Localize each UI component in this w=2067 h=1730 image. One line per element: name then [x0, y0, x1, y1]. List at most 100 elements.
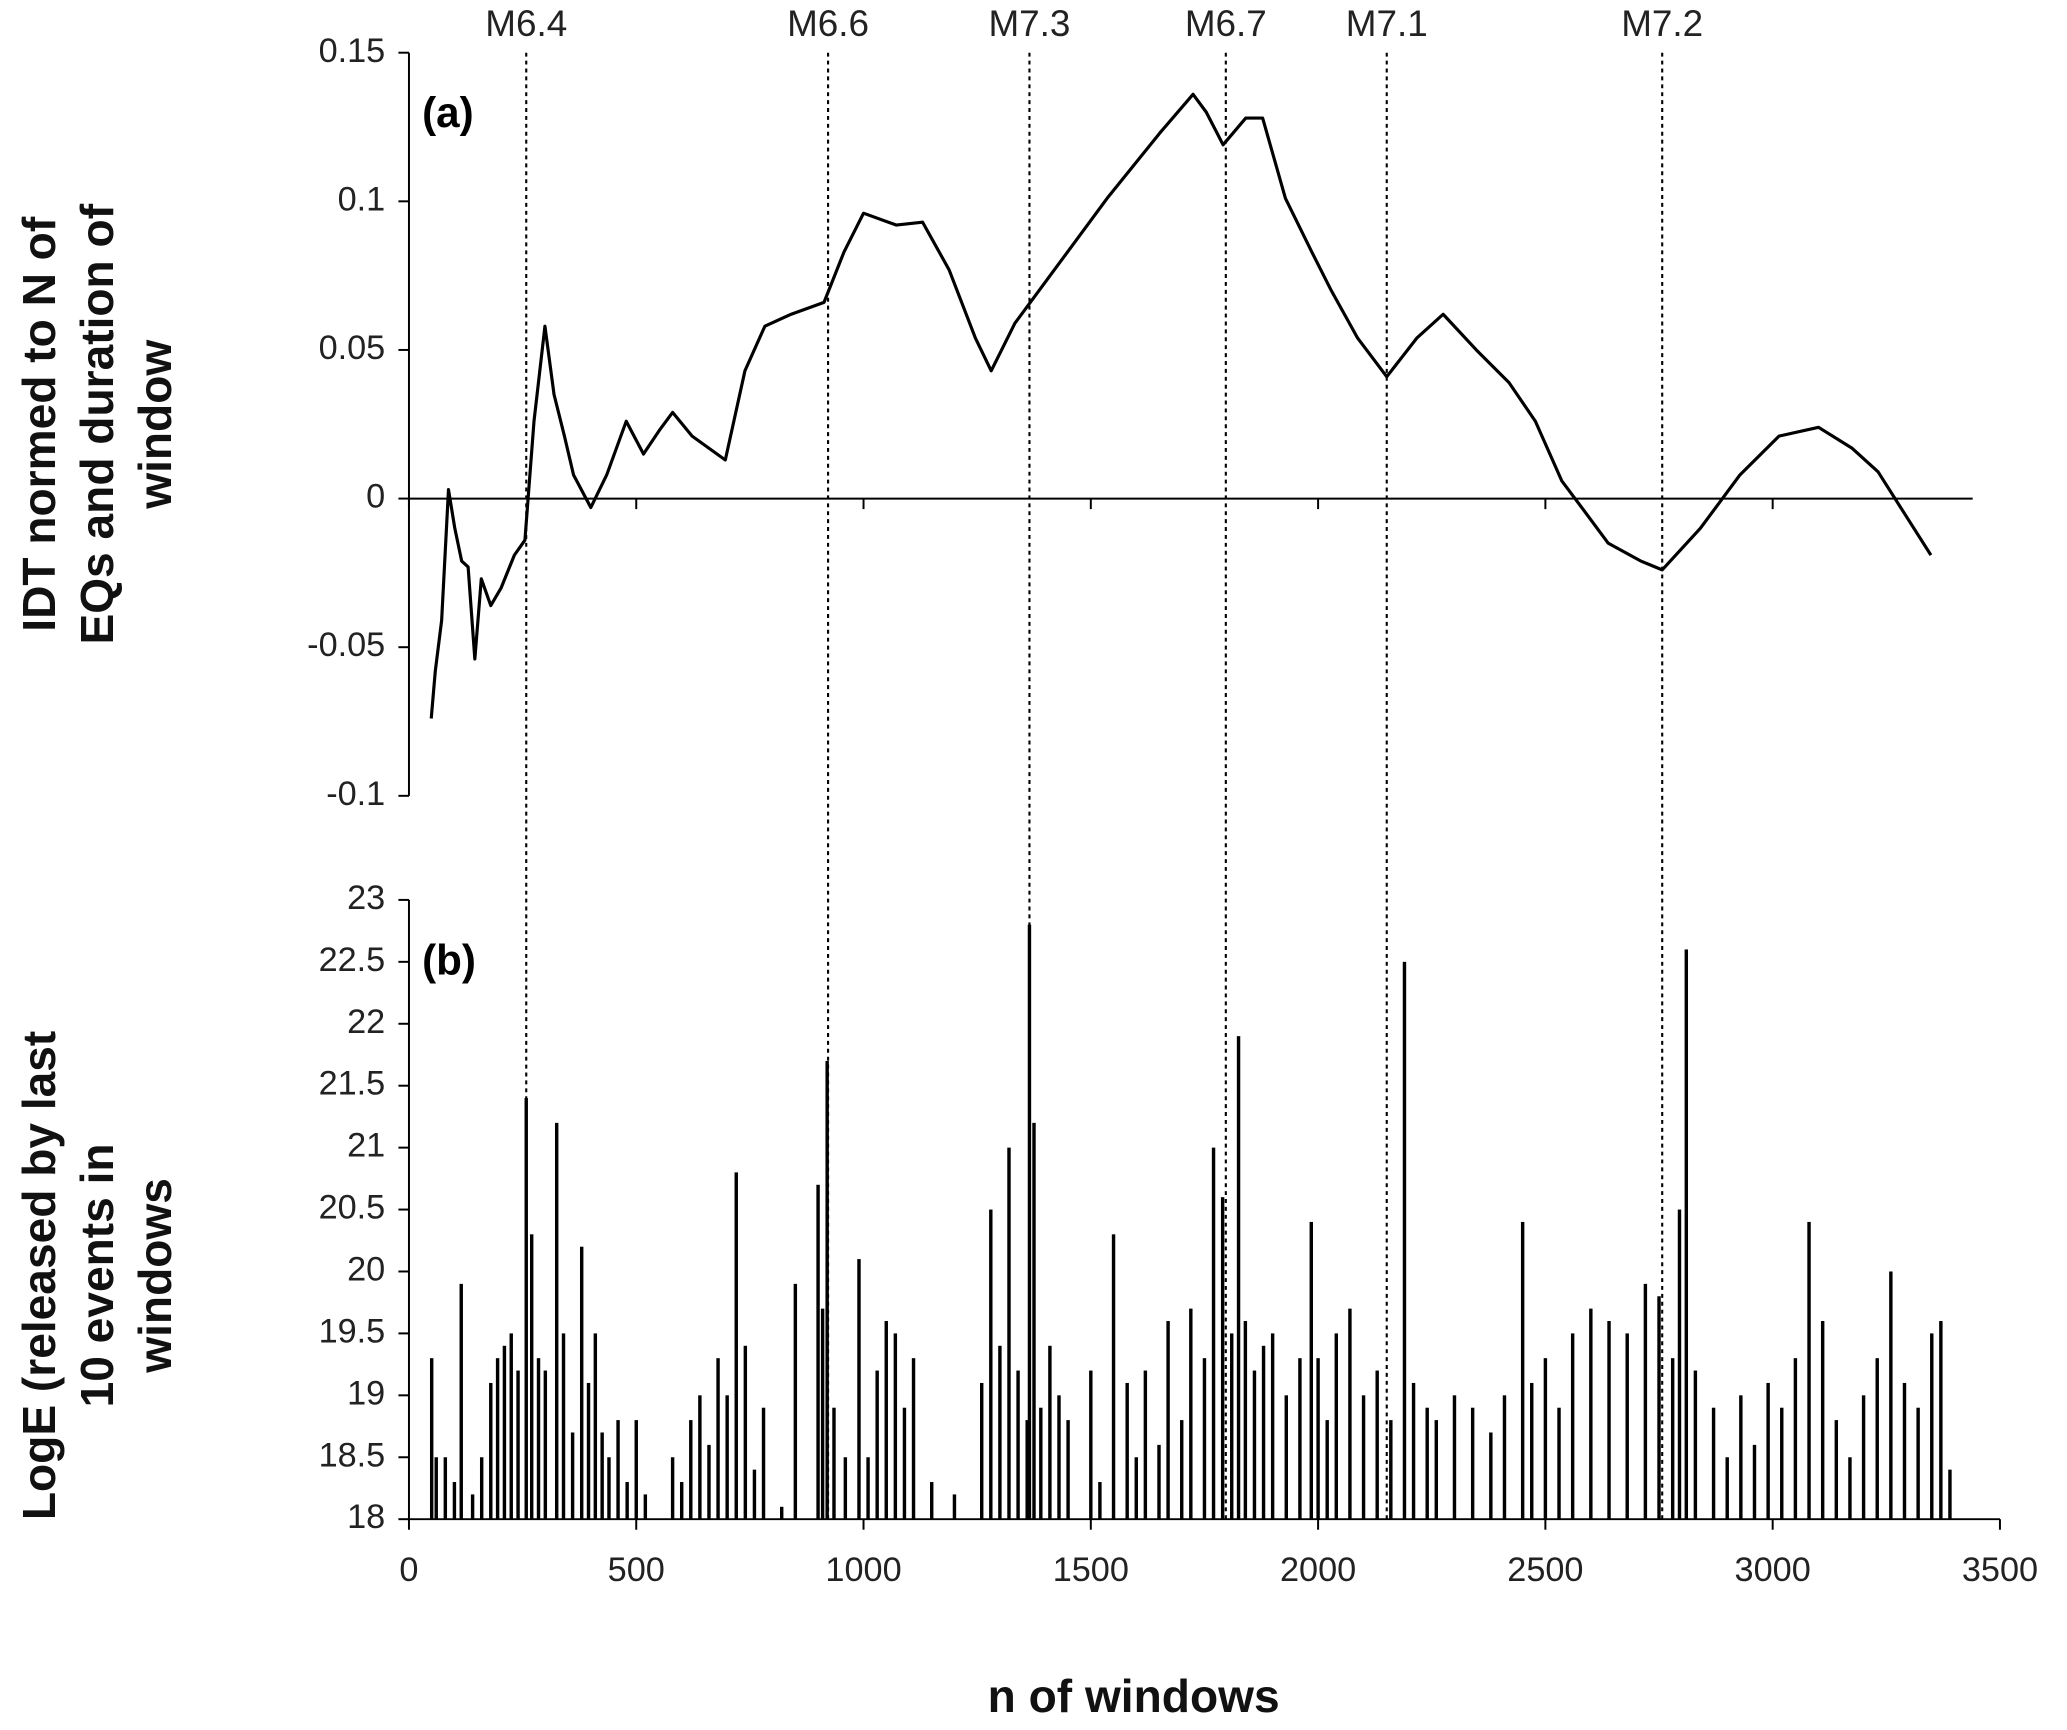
bar	[734, 1172, 738, 1520]
bar	[1166, 1321, 1170, 1520]
bar	[1220, 1197, 1225, 1520]
bar	[616, 1420, 620, 1520]
x-axis-title: n of windows	[988, 1670, 1280, 1722]
y-tick-label: -0.05	[307, 626, 385, 664]
bar	[866, 1457, 870, 1520]
bar	[1607, 1321, 1611, 1520]
y-tick-label: 19	[347, 1374, 385, 1412]
bar	[1625, 1333, 1629, 1520]
bar	[643, 1494, 648, 1520]
bar	[570, 1432, 575, 1520]
bar	[1693, 1370, 1698, 1520]
bar	[1434, 1420, 1439, 1520]
bar	[434, 1457, 438, 1520]
bar	[452, 1482, 457, 1520]
bar	[1016, 1370, 1020, 1520]
bar	[884, 1321, 888, 1520]
bar	[561, 1333, 566, 1520]
bar	[543, 1370, 548, 1520]
bar	[1375, 1370, 1379, 1520]
y-tick-label: 23	[347, 879, 385, 917]
bar	[1643, 1283, 1648, 1520]
bar	[1325, 1420, 1329, 1520]
y-tick-label: 21.5	[319, 1065, 386, 1103]
bar	[689, 1420, 693, 1520]
y-axis-title: IDT normed to N of	[13, 216, 65, 632]
bar	[1739, 1395, 1743, 1520]
bar	[593, 1333, 598, 1520]
y-axis-title: windows	[129, 1178, 181, 1374]
bar	[1889, 1271, 1893, 1520]
bar	[554, 1122, 559, 1520]
bar	[1334, 1333, 1338, 1520]
bar	[459, 1283, 463, 1520]
bar	[1252, 1370, 1257, 1520]
bar	[1125, 1382, 1129, 1520]
bar	[1402, 961, 1407, 1520]
bar	[524, 1098, 528, 1520]
bar	[1057, 1395, 1061, 1520]
bar	[1284, 1395, 1288, 1520]
bar	[779, 1506, 784, 1520]
bar	[1189, 1308, 1193, 1520]
bar	[1848, 1457, 1852, 1520]
bar	[952, 1494, 957, 1520]
bar	[1039, 1407, 1043, 1520]
y-tick-label: 0.1	[338, 180, 386, 218]
bar	[1143, 1370, 1148, 1520]
y-tick-label: 0.05	[319, 329, 386, 367]
bar	[1820, 1321, 1825, 1520]
bar	[1916, 1407, 1920, 1520]
bar	[536, 1358, 541, 1520]
y-axis-title: 10 events in	[71, 1143, 123, 1407]
bar	[607, 1457, 611, 1520]
bar	[1557, 1407, 1561, 1520]
bar	[502, 1345, 507, 1520]
bar	[1048, 1345, 1052, 1520]
x-tick-label: 2000	[1280, 1551, 1356, 1589]
y-axis-title: EQs and duration of	[71, 203, 123, 644]
bar	[1211, 1147, 1216, 1520]
bar	[980, 1382, 984, 1520]
bar	[716, 1358, 720, 1520]
y-tick-label: 20	[347, 1251, 385, 1289]
bar	[707, 1444, 711, 1520]
bar	[1236, 1036, 1241, 1520]
y-tick-label: 0.15	[319, 32, 386, 70]
bar	[1202, 1358, 1207, 1520]
bar	[743, 1345, 748, 1520]
bar	[489, 1382, 493, 1520]
bar	[1711, 1407, 1716, 1520]
event-label: M6.4	[485, 3, 567, 44]
bar	[1670, 1358, 1675, 1520]
bar	[911, 1358, 916, 1520]
bar	[516, 1370, 520, 1520]
bar	[875, 1370, 879, 1520]
bar	[1298, 1358, 1302, 1520]
bar	[1793, 1358, 1798, 1520]
bar	[443, 1457, 448, 1520]
y-tick-label: 22	[347, 1003, 385, 1041]
bar	[1348, 1308, 1352, 1520]
bar	[1157, 1444, 1161, 1520]
bar	[579, 1246, 584, 1520]
x-tick-label: 500	[608, 1551, 665, 1589]
bar	[1134, 1457, 1138, 1520]
bar	[1032, 1122, 1036, 1520]
bar	[761, 1407, 766, 1520]
bar	[1834, 1420, 1839, 1520]
y-tick-label: 18.5	[319, 1436, 386, 1474]
bar	[820, 1308, 825, 1520]
bar	[1316, 1358, 1320, 1520]
y-tick-label: 20.5	[319, 1189, 386, 1227]
bar	[989, 1209, 993, 1520]
bar	[429, 1358, 434, 1520]
bar	[495, 1358, 500, 1520]
bar	[1780, 1407, 1784, 1520]
y-tick-label: 19.5	[319, 1312, 386, 1350]
bar	[670, 1457, 675, 1520]
bar	[1861, 1395, 1866, 1520]
bar	[893, 1333, 898, 1520]
x-tick-label: 3500	[1962, 1551, 2038, 1589]
